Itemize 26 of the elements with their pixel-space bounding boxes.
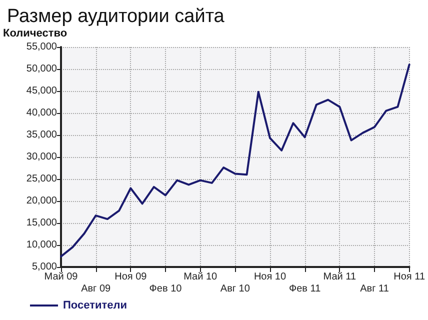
x-tick-label: Авг 11 <box>360 284 390 294</box>
y-tick-label: 15,000 <box>26 218 58 228</box>
line-series <box>60 64 410 258</box>
legend-label: Посетители <box>63 300 127 312</box>
chart-title: Размер аудитории сайта <box>7 6 225 27</box>
x-tick-label: Ноя 11 <box>394 272 426 282</box>
y-tick-label: 30,000 <box>26 152 58 162</box>
y-tick-label: 10,000 <box>26 240 58 250</box>
x-tick-label: Фев 11 <box>289 284 322 294</box>
y-tick-label: 35,000 <box>26 130 58 140</box>
x-tick-label: Ноя 10 <box>254 272 286 282</box>
x-tick-label: Май 09 <box>44 272 78 282</box>
x-tick-label: Авг 10 <box>220 284 250 294</box>
y-tick-label: 55,000 <box>26 42 58 52</box>
y-axis-title: Количество <box>3 28 68 40</box>
x-tick-label: Фев 10 <box>149 284 182 294</box>
y-tick-label: 20,000 <box>26 196 58 206</box>
x-tick-label: Май 10 <box>184 272 218 282</box>
y-tick-label: 5,000 <box>32 262 58 272</box>
x-tick-label: Авг 09 <box>81 284 112 294</box>
y-tick-label: 25,000 <box>26 174 58 184</box>
y-tick-label: 45,000 <box>26 86 58 96</box>
y-tick-label: 50,000 <box>26 64 58 74</box>
y-tick-label: 40,000 <box>26 108 58 118</box>
x-tick-label: Ноя 09 <box>114 272 148 282</box>
x-tick-label: Май 11 <box>323 272 356 282</box>
